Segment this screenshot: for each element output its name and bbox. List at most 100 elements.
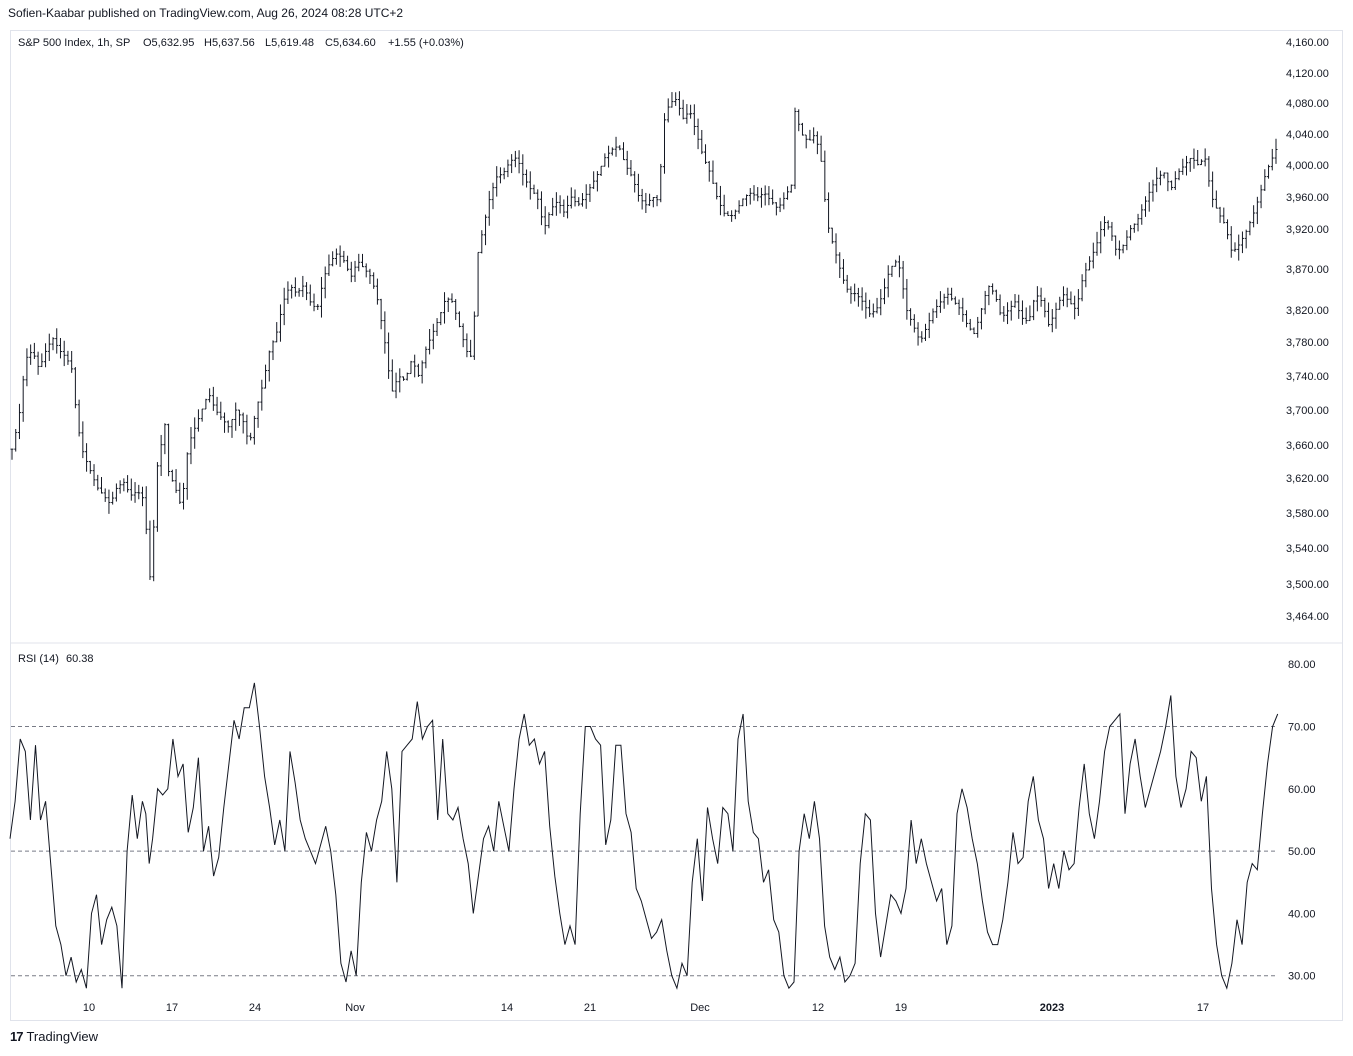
price-bar (170, 469, 174, 482)
price-bar (1222, 207, 1226, 224)
price-bar (1263, 169, 1267, 191)
price-bar (965, 310, 969, 328)
time-axis-tick: 17 (166, 1002, 178, 1014)
price-bar (1002, 306, 1006, 322)
price-bar (1248, 220, 1252, 236)
price-bar (778, 197, 782, 213)
price-bar (293, 277, 297, 297)
price-bar (323, 266, 327, 299)
price-bar (979, 308, 983, 330)
price-bar (868, 299, 872, 318)
price-bar (1218, 206, 1222, 223)
price-bar (953, 296, 957, 305)
publisher-line: Sofien-Kaabar published on TradingView.c… (8, 6, 404, 20)
price-bar (633, 171, 637, 193)
price-legend-open: O5,632.95 (143, 37, 194, 49)
price-bar (17, 403, 21, 440)
price-bar (924, 323, 928, 341)
price-bar (1050, 309, 1054, 333)
price-bar (938, 291, 942, 313)
price-bar (55, 328, 59, 354)
price-bar (830, 227, 834, 244)
price-bar (1240, 231, 1244, 254)
price-bar (800, 122, 804, 136)
price-bar (666, 98, 670, 123)
price-bar (185, 452, 189, 500)
price-bar (905, 278, 909, 320)
price-bar (1121, 244, 1125, 254)
price-axis-tick: 4,160.00 (1286, 37, 1329, 49)
price-bar (998, 294, 1002, 316)
price-bar (1185, 155, 1189, 176)
price-bar (927, 312, 931, 339)
price-bar (573, 189, 577, 207)
price-bar (532, 184, 536, 195)
price-bar (629, 160, 633, 177)
price-bar (435, 318, 439, 336)
price-bar (264, 364, 268, 389)
price-bar (655, 194, 659, 207)
price-bar (841, 259, 845, 284)
price-bar (577, 197, 581, 207)
price-bar (991, 283, 995, 295)
price-bar (767, 186, 771, 206)
price-axis-tick: 3,920.00 (1286, 224, 1329, 236)
price-bar (853, 283, 857, 302)
price-bar (554, 192, 558, 216)
price-bar (51, 337, 55, 351)
price-bar (88, 460, 92, 474)
price-bar (1032, 299, 1036, 321)
price-bar (85, 443, 89, 472)
price-bar (912, 314, 916, 333)
price-bar (379, 298, 383, 330)
price-bar (595, 171, 599, 192)
price-bar (29, 344, 33, 365)
price-bar (196, 409, 200, 432)
price-bar (193, 417, 197, 449)
price-bar (722, 194, 726, 217)
price-bar (797, 109, 801, 132)
price-bar (327, 254, 331, 277)
price-bar (334, 248, 338, 265)
price-bar (122, 478, 126, 492)
rsi-line (9, 682, 1279, 990)
price-bar (968, 318, 972, 331)
price-bar (1136, 213, 1140, 232)
price-bar (521, 154, 525, 186)
price-bar (823, 150, 827, 202)
price-bar (278, 304, 282, 342)
price-bar (495, 166, 499, 197)
price-axis-tick: 3,700.00 (1286, 405, 1329, 417)
price-bar (845, 274, 849, 293)
price-bar (774, 202, 778, 216)
rsi-axis-tick: 50.00 (1288, 846, 1316, 858)
price-bar (1270, 148, 1274, 171)
chart-frame[interactable] (10, 30, 1343, 1021)
price-bar (208, 388, 212, 403)
price-bar (1233, 242, 1237, 252)
price-axis-tick: 3,780.00 (1286, 337, 1329, 349)
price-bar (759, 187, 763, 208)
price-bar (167, 423, 171, 477)
price-bar (670, 92, 674, 108)
price-bar (636, 173, 640, 202)
price-bar (644, 192, 648, 214)
price-bar (353, 260, 357, 282)
price-bar (510, 154, 514, 174)
price-bar (618, 145, 622, 151)
price-bar (506, 159, 510, 178)
price-bar (756, 187, 760, 202)
tradingview-footer[interactable]: 17 TradingView (10, 1029, 98, 1044)
price-bar (827, 192, 831, 233)
price-bar (331, 251, 335, 267)
price-bar (446, 297, 450, 313)
rsi-axis-tick: 60.00 (1288, 784, 1316, 796)
chart-canvas[interactable]: 4,160.00 4,120.00 4,080.00 4,040.00 4,000.00… (0, 0, 1353, 1030)
price-bar (342, 250, 346, 263)
price-bar (793, 107, 797, 190)
price-bar (223, 412, 227, 433)
price-bar (349, 261, 353, 283)
price-bar (476, 251, 480, 317)
price-bar (402, 376, 406, 381)
price-bar (1065, 287, 1069, 308)
